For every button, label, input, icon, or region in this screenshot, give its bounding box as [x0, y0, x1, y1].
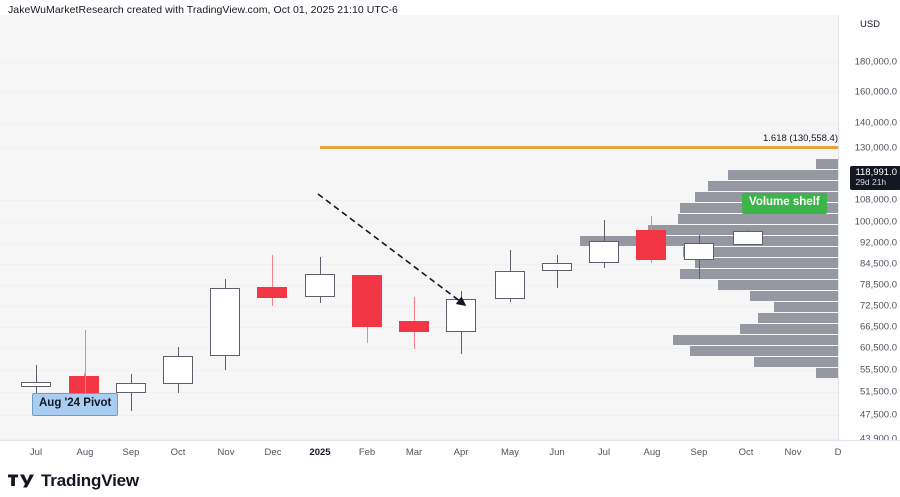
- time-tick: D: [834, 447, 842, 458]
- currency-label: USD: [839, 15, 900, 33]
- candle-body[interactable]: [21, 381, 51, 388]
- volume-profile-bar: [816, 368, 838, 378]
- price-tick: 92,000.0: [860, 237, 897, 249]
- price-tick: 84,500.0: [860, 258, 897, 270]
- candle-body[interactable]: [163, 356, 193, 385]
- price-tick: 160,000.0: [854, 86, 897, 98]
- volume-profile-bar: [750, 291, 838, 301]
- tradingview-logo[interactable]: TradingView: [8, 471, 139, 491]
- price-tick: 108,000.0: [854, 194, 897, 206]
- time-tick: Jun: [549, 447, 565, 458]
- current-price-value: 118,991.0: [855, 167, 897, 179]
- attribution-text: JakeWuMarketResearch created with Tradin…: [8, 4, 398, 16]
- candle-body[interactable]: [399, 320, 429, 333]
- volume-profile-bar: [695, 258, 838, 268]
- branding-bar: TradingView: [0, 464, 900, 497]
- candle-body[interactable]: [589, 240, 619, 263]
- price-tick: 72,500.0: [860, 300, 897, 312]
- tradingview-logo-icon: [8, 474, 34, 487]
- time-tick: Mar: [405, 447, 423, 458]
- time-tick: Apr: [453, 447, 469, 458]
- price-tick: 43,900.0: [860, 433, 897, 445]
- candle-body[interactable]: [352, 275, 382, 327]
- time-tick: Jul: [29, 447, 43, 458]
- volume-profile-bar: [680, 269, 838, 279]
- candle-body[interactable]: [116, 383, 146, 393]
- time-tick: Oct: [170, 447, 186, 458]
- candle-body[interactable]: [305, 273, 335, 298]
- gridline: [0, 62, 838, 63]
- candle-body[interactable]: [257, 286, 287, 299]
- gridline: [0, 415, 838, 416]
- volume-shelf-badge[interactable]: Volume shelf: [742, 193, 827, 214]
- time-tick: Nov: [217, 447, 235, 458]
- volume-profile-bar: [648, 225, 838, 235]
- volume-profile-bar: [774, 302, 838, 312]
- candle-body[interactable]: [495, 271, 525, 300]
- time-axis[interactable]: Jul Aug Sep Oct Nov Dec 2025 Feb Mar Apr May Jun Jul…: [0, 440, 900, 465]
- volume-profile-bar: [728, 170, 838, 180]
- price-tick: 47,500.0: [860, 409, 897, 421]
- time-tick: Aug: [643, 447, 661, 458]
- tradingview-logo-text: TradingView: [41, 470, 139, 490]
- volume-profile-bar: [678, 214, 838, 224]
- volume-profile-bar: [758, 313, 838, 323]
- time-tick: Sep: [690, 447, 708, 458]
- gridline: [0, 92, 838, 93]
- gridline: [0, 370, 838, 371]
- price-tick: 180,000.0: [854, 56, 897, 68]
- pivot-badge[interactable]: Aug '24 Pivot: [32, 393, 119, 416]
- chart-plot-area[interactable]: 1.618 (130,558.4) Aug '24 Pivot Volume s…: [0, 15, 838, 440]
- price-tick: 140,000.0: [854, 117, 897, 129]
- gridline: [0, 439, 838, 440]
- gridline: [0, 123, 838, 124]
- time-tick: Nov: [784, 447, 802, 458]
- candle-wick: [272, 254, 273, 306]
- candle-body[interactable]: [684, 243, 714, 261]
- fib-1618-line[interactable]: [320, 146, 838, 149]
- fib-1618-label: 1.618 (130,558.4): [763, 133, 838, 144]
- time-tick: Oct: [738, 447, 754, 458]
- time-tick: Dec: [264, 447, 282, 458]
- time-tick: Feb: [358, 447, 376, 458]
- time-tick: Sep: [122, 447, 140, 458]
- volume-profile-bar: [708, 181, 838, 191]
- volume-profile-bar: [740, 324, 838, 334]
- bar-countdown: 29d 21h: [855, 177, 887, 188]
- gridline: [0, 285, 838, 286]
- volume-profile-bar: [690, 346, 838, 356]
- candle-body[interactable]: [733, 230, 763, 245]
- price-tick: 60,500.0: [860, 342, 897, 354]
- volume-profile-bar: [816, 159, 838, 169]
- candle-body[interactable]: [542, 262, 572, 271]
- currency-text: USD: [859, 18, 881, 30]
- time-tick: Aug: [76, 447, 94, 458]
- volume-profile-bar: [754, 357, 838, 367]
- time-tick: May: [501, 447, 519, 458]
- price-tick: 78,500.0: [860, 279, 897, 291]
- volume-profile-bar: [718, 280, 838, 290]
- candle-wick: [557, 254, 558, 288]
- time-tick: 2025: [309, 447, 331, 458]
- time-tick: Jul: [597, 447, 611, 458]
- candle-body[interactable]: [446, 298, 476, 333]
- volume-profile-bar: [673, 335, 838, 345]
- price-tick: 130,000.0: [854, 142, 897, 154]
- candle-body[interactable]: [636, 229, 666, 261]
- gridline: [0, 348, 838, 349]
- gridline: [0, 306, 838, 307]
- price-tick: 55,500.0: [860, 364, 897, 376]
- pivot-stem: [85, 330, 86, 408]
- gridline: [0, 392, 838, 393]
- candle-body[interactable]: [210, 287, 240, 356]
- price-axis[interactable]: USD 180,000.0 160,000.0 140,000.0 130,000.0…: [838, 15, 900, 445]
- price-tick: 100,000.0: [854, 216, 897, 228]
- current-price-badge[interactable]: 118,991.0 29d 21h: [850, 166, 900, 190]
- volume-profile-bar: [580, 236, 838, 246]
- price-tick: 66,500.0: [860, 321, 897, 333]
- price-tick: 51,500.0: [860, 386, 897, 398]
- volume-profile-bar: [683, 247, 838, 257]
